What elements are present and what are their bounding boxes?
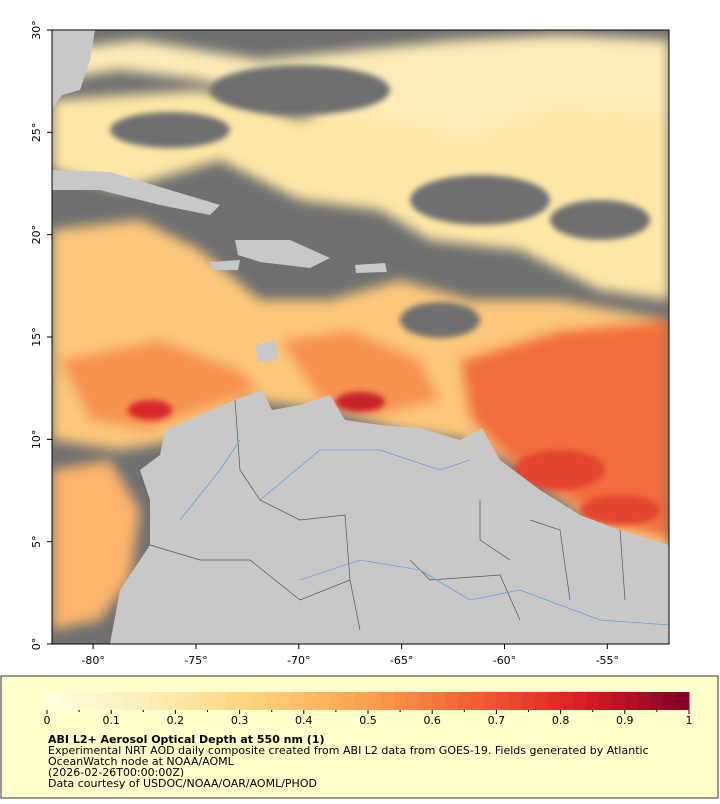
y-tick-label: 15°: [30, 327, 43, 347]
colorbar-tick-label: 0.3: [231, 714, 249, 727]
colorbar-swatch: [368, 692, 382, 710]
colorbar-tick-label: 0.8: [552, 714, 570, 727]
y-tick-label: 25°: [30, 123, 43, 143]
caption-title: ABI L2+ Aerosol Optical Depth at 550 nm …: [48, 733, 325, 746]
map-image: [52, 30, 669, 644]
colorbar-tick-label: 0.9: [616, 714, 634, 727]
y-tick-label: 5°: [30, 535, 43, 548]
colorbar-swatch: [560, 692, 574, 710]
colorbar-swatch: [586, 692, 600, 710]
colorbar-swatch: [470, 692, 485, 710]
colorbar-swatch: [599, 692, 613, 710]
colorbar-swatch: [483, 692, 497, 710]
colorbar-swatch: [432, 692, 446, 710]
colorbar-swatch: [175, 692, 189, 710]
colorbar-swatch: [406, 692, 420, 710]
colorbar-tick-label: 0.4: [295, 714, 313, 727]
x-tick-label: -75°: [184, 654, 207, 667]
colorbar-swatch: [509, 692, 523, 710]
colorbar-swatch: [393, 692, 408, 710]
axes: -80° -75° -70° -65° -60° -55° 0° 5° 10° 15° 20° 25°…: [30, 20, 619, 667]
colorbar-swatch: [624, 692, 639, 710]
colorbar-swatch: [59, 692, 74, 710]
caption-line: (2026-02-26T00:00:00Z): [48, 766, 184, 779]
colorbar-swatch: [136, 692, 151, 710]
colorbar-swatch: [188, 692, 202, 710]
colorbar-tick-label: 0.1: [102, 714, 120, 727]
colorbar-swatch: [380, 692, 395, 710]
colorbar-swatch: [534, 692, 549, 710]
caption-line: Experimental NRT AOD daily composite cre…: [48, 744, 649, 757]
colorbar-swatch: [149, 692, 164, 710]
colorbar-swatch: [213, 692, 228, 710]
colorbar-swatch: [573, 692, 587, 710]
colorbar-swatch: [676, 692, 690, 710]
y-tick-label: 10°: [30, 430, 43, 450]
colorbar-swatch: [72, 692, 87, 710]
colorbar-swatch: [496, 692, 510, 710]
x-tick-label: -55°: [596, 654, 619, 667]
colorbar-swatch: [290, 692, 305, 710]
colorbar-swatch: [265, 692, 279, 710]
colorbar-swatch: [162, 692, 176, 710]
colorbar-swatch: [201, 692, 215, 710]
colorbar-swatch: [111, 692, 125, 710]
colorbar-swatch: [637, 692, 651, 710]
colorbar-swatch: [342, 692, 356, 710]
colorbar-swatch: [85, 692, 99, 710]
colorbar-swatch: [124, 692, 138, 710]
y-tick-label: 30°: [30, 20, 43, 40]
colorbar-swatch: [663, 692, 677, 710]
colorbar-tick-label: 0.7: [488, 714, 506, 727]
caption-line: OceanWatch node at NOAA/AOML: [48, 755, 235, 768]
colorbar-tick-label: 1: [686, 714, 693, 727]
x-tick-label: -70°: [287, 654, 310, 667]
colorbar-swatch: [547, 692, 562, 710]
colorbar-tick-label: 0.2: [167, 714, 185, 727]
colorbar-swatch: [303, 692, 318, 710]
x-tick-label: -65°: [390, 654, 413, 667]
caption-line: Data courtesy of USDOC/NOAA/OAR/AOML/PHO…: [48, 777, 317, 790]
colorbar-swatch: [445, 692, 459, 710]
colorbar-swatch: [419, 692, 433, 710]
colorbar-swatch: [316, 692, 330, 710]
colorbar-swatch: [278, 692, 292, 710]
colorbar-swatch: [522, 692, 536, 710]
colorbar-swatch: [457, 692, 472, 710]
colorbar-swatch: [611, 692, 626, 710]
colorbar-swatch: [355, 692, 369, 710]
x-tick-label: -60°: [493, 654, 516, 667]
colorbar-tick-label: 0.5: [359, 714, 377, 727]
colorbar-swatch: [252, 692, 266, 710]
x-tick-label: -80°: [81, 654, 104, 667]
colorbar-swatch: [650, 692, 664, 710]
colorbar-swatch: [47, 692, 61, 710]
colorbar: 0 0.1 0.2 0.3 0.4 0.5 0.6 0.7 0.8 0.9 1: [44, 692, 693, 727]
y-tick-label: 20°: [30, 225, 43, 245]
colorbar-swatch: [239, 692, 253, 710]
colorbar-tick-label: 0.6: [423, 714, 441, 727]
y-tick-label: 0°: [30, 638, 43, 651]
colorbar-tick-label: 0: [44, 714, 51, 727]
colorbar-swatch: [226, 692, 241, 710]
colorbar-swatch: [329, 692, 343, 710]
colorbar-swatch: [98, 692, 112, 710]
